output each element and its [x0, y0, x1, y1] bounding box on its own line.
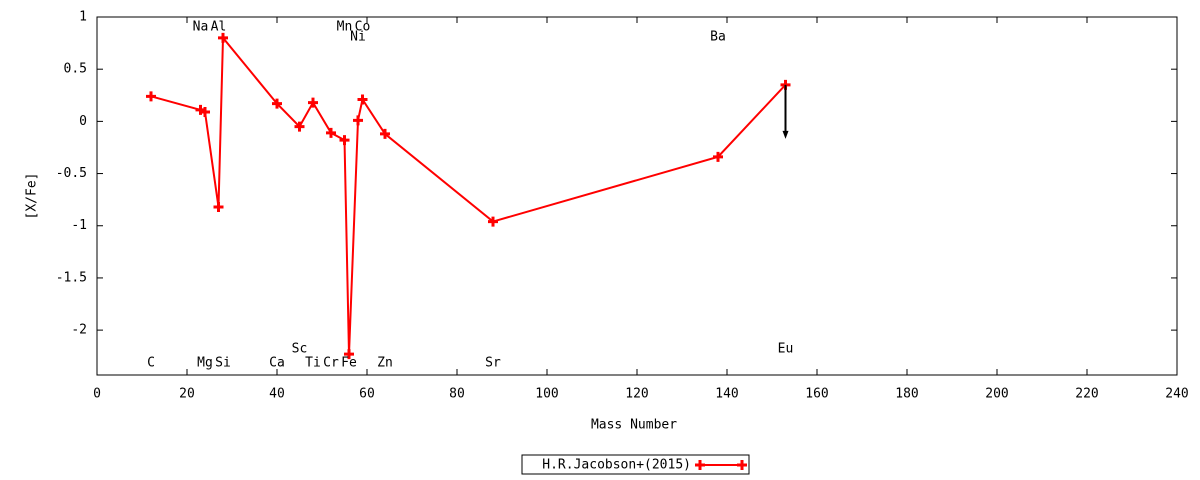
- element-label: Sr: [485, 356, 501, 371]
- x-tick-label: 40: [269, 387, 285, 402]
- y-tick-label: 0: [79, 114, 87, 129]
- marker: [357, 94, 368, 105]
- x-tick-label: 200: [985, 387, 1008, 402]
- x-axis-label: Mass Number: [591, 418, 677, 433]
- x-tick-label: 60: [359, 387, 375, 402]
- marker: [326, 127, 336, 138]
- marker: [353, 115, 363, 126]
- y-tick-label: 1: [79, 10, 87, 25]
- marker: [695, 460, 705, 470]
- x-tick-label: 0: [93, 387, 101, 402]
- marker: [272, 98, 282, 109]
- y-tick-label: -1.5: [56, 270, 87, 285]
- marker: [146, 91, 156, 102]
- marker: [213, 201, 224, 212]
- upper-limit-head: [782, 130, 789, 139]
- marker: [713, 151, 723, 162]
- x-tick-label: 220: [1075, 387, 1098, 402]
- element-label: Ni: [350, 30, 366, 45]
- marker: [380, 128, 390, 139]
- element-label: Eu: [778, 342, 794, 357]
- x-tick-label: 80: [449, 387, 465, 402]
- marker: [488, 216, 498, 227]
- y-tick-label: -1: [71, 218, 87, 233]
- y-tick-label: -0.5: [56, 166, 87, 181]
- x-tick-label: 240: [1165, 387, 1188, 402]
- x-tick-label: 100: [535, 387, 558, 402]
- element-label: Mn: [337, 20, 353, 35]
- marker: [218, 32, 228, 43]
- marker: [737, 460, 747, 470]
- element-label: Ti: [305, 356, 321, 371]
- element-label: C: [147, 356, 155, 371]
- data-line: [150, 35, 787, 355]
- y-tick-label: -2: [71, 323, 87, 338]
- marker: [344, 349, 354, 360]
- marker: [200, 106, 210, 117]
- element-label: Ba: [710, 30, 726, 45]
- element-label: Al: [211, 20, 227, 35]
- element-label: Co: [355, 20, 371, 35]
- plot-frame: [96, 16, 1178, 376]
- element-label: Mg: [197, 356, 213, 371]
- x-tick-label: 160: [805, 387, 828, 402]
- legend-box: [521, 454, 750, 475]
- marker: [308, 97, 318, 108]
- element-label: Ca: [269, 356, 285, 371]
- x-tick-label: 20: [179, 387, 195, 402]
- element-label: Sc: [292, 342, 308, 357]
- y-axis-label: [X/Fe]: [25, 173, 40, 220]
- y-tick-label: 0.5: [64, 62, 87, 77]
- x-tick-label: 180: [895, 387, 918, 402]
- element-label: Na: [193, 20, 209, 35]
- element-label: Cr: [323, 356, 339, 371]
- element-label: Zn: [377, 356, 393, 371]
- x-tick-label: 140: [715, 387, 738, 402]
- element-label: Si: [215, 356, 231, 371]
- legend-label: H.R.Jacobson+(2015): [542, 458, 691, 473]
- element-label: Fe: [341, 356, 357, 371]
- marker: [294, 121, 305, 132]
- x-tick-label: 120: [625, 387, 648, 402]
- marker: [339, 135, 350, 146]
